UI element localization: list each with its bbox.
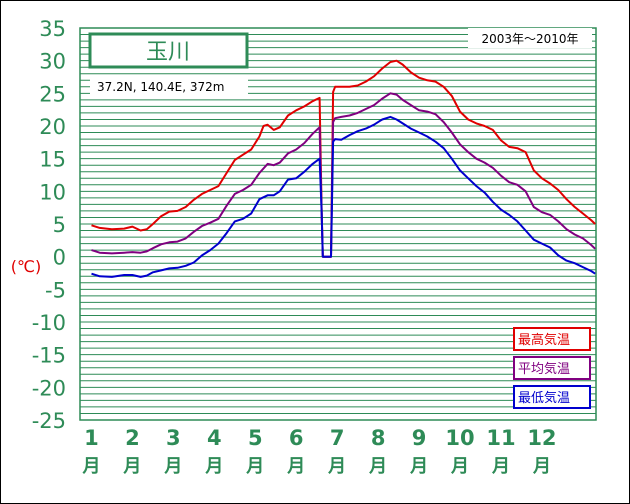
x-tick-number: 10: [445, 426, 474, 450]
y-tick-label: -20: [32, 376, 66, 400]
x-tick-unit: 月: [81, 456, 100, 477]
x-tick-number: 5: [248, 426, 263, 450]
y-tick-label: 0: [53, 246, 66, 270]
x-tick-unit: 月: [409, 456, 428, 477]
x-tick-unit: 月: [532, 456, 551, 477]
y-tick-label: -10: [32, 311, 66, 335]
chart-subtitle: 37.2N, 140.4E, 372m: [97, 80, 224, 94]
legend-box: [513, 327, 591, 351]
series: [91, 59, 596, 278]
x-tick-unit: 月: [163, 456, 182, 477]
x-tick-unit: 月: [122, 456, 141, 477]
y-tick-label: 20: [39, 115, 66, 139]
x-tick-unit: 月: [368, 456, 387, 477]
x-tick-number: 2: [125, 426, 140, 450]
x-tick-number: 3: [166, 426, 181, 450]
x-axis: 1 月 2 月 3 月 4 月 5 月 6 月 7 月 8 月 9 月 10 月 11 月 12 月: [81, 426, 556, 477]
title-box: [88, 32, 249, 69]
x-tick-number: 8: [371, 426, 386, 450]
legend-box: [513, 356, 591, 380]
x-tick-unit: 月: [450, 456, 469, 477]
chart-title: 玉川: [146, 40, 190, 65]
y-tick-label: 35: [39, 17, 66, 41]
legend-label: 平均気温: [518, 361, 570, 377]
y-tick-label: 25: [39, 82, 66, 106]
y-axis-label: (℃): [11, 257, 41, 276]
series-line-0: [91, 59, 596, 258]
y-tick-label: 30: [39, 50, 66, 74]
legend-label: 最低気温: [518, 390, 570, 406]
x-tick-unit: 月: [245, 456, 264, 477]
legend-box: [513, 385, 591, 409]
y-tick-label: -5: [45, 278, 66, 302]
period-label: 2003年〜2010年: [481, 32, 578, 46]
y-tick-label: 5: [53, 213, 66, 237]
y-tick-label: 10: [39, 180, 66, 204]
x-tick-unit: 月: [327, 456, 346, 477]
series-line-1: [91, 92, 596, 258]
legend-label: 最高気温: [518, 332, 570, 348]
grid: [79, 27, 597, 421]
x-tick-unit: 月: [491, 456, 510, 477]
x-tick-number: 7: [330, 426, 345, 450]
series-line-2: [91, 115, 596, 278]
x-tick-unit: 月: [204, 456, 223, 477]
x-tick-number: 11: [486, 426, 515, 450]
y-tick-label: -15: [32, 344, 66, 368]
x-tick-number: 6: [289, 426, 304, 450]
y-tick-label: -25: [32, 409, 66, 433]
x-tick-number: 12: [527, 426, 556, 450]
x-tick-number: 1: [84, 426, 99, 450]
x-tick-unit: 月: [286, 456, 305, 477]
x-tick-number: 4: [207, 426, 222, 450]
x-tick-number: 9: [412, 426, 427, 450]
period-box: [468, 28, 592, 48]
y-tick-label: 15: [39, 148, 66, 172]
y-axis: 35 30 25 20 15 10 5 0 -5 -10 -15 -20 -25: [32, 17, 66, 433]
subtitle-box: [90, 75, 248, 97]
